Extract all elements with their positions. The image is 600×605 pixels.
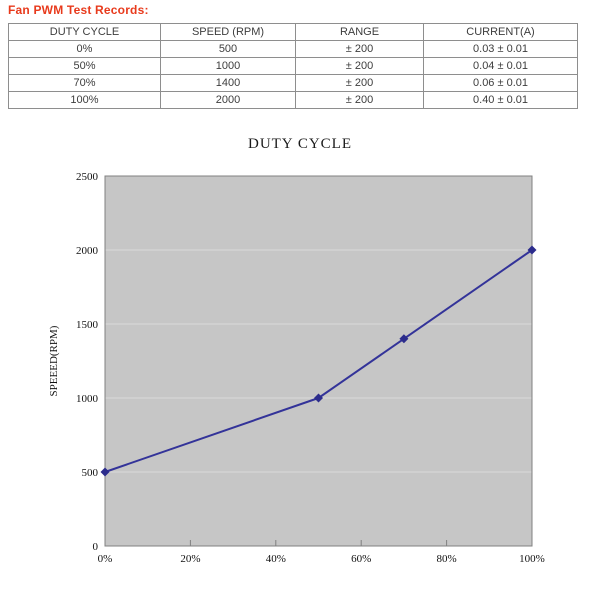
y-axis-label: SPEEED(RPM) (48, 325, 60, 396)
column-header-speed: SPEED (RPM) (160, 23, 296, 41)
data-point-marker (314, 393, 323, 403)
table-header-row: DUTY CYCLE SPEED (RPM) RANGE CURRENT(A) (8, 23, 578, 41)
table-cell: ± 200 (295, 40, 424, 58)
series-line (104, 249, 533, 473)
table-cell: 50% (8, 57, 161, 75)
y-tick-label: 2500 (76, 171, 99, 183)
data-point-marker (527, 245, 537, 255)
data-point-marker (100, 467, 110, 477)
table-row: 70% 1400 ± 200 0.06 ± 0.01 (8, 74, 578, 92)
column-header-duty-cycle: DUTY CYCLE (8, 23, 161, 41)
table-cell: 2000 (160, 91, 296, 109)
table-cell: 500 (160, 40, 296, 58)
table-cell: 70% (8, 74, 161, 92)
records-table: DUTY CYCLE SPEED (RPM) RANGE CURRENT(A) … (8, 23, 578, 109)
table-cell: ± 200 (295, 74, 424, 92)
table-cell: ± 200 (295, 91, 424, 109)
y-tick-label: 2000 (76, 245, 99, 257)
x-tick-label: 20% (180, 553, 200, 565)
y-tick-label: 1000 (76, 393, 99, 405)
table-cell: 0.40 ± 0.01 (423, 91, 578, 109)
table-cell: 0.04 ± 0.01 (423, 57, 578, 75)
x-tick-label: 60% (351, 553, 371, 565)
table-cell: 1400 (160, 74, 296, 92)
plot-area (105, 176, 532, 546)
x-tick-label: 80% (437, 553, 457, 565)
table-cell: 0.06 ± 0.01 (423, 74, 578, 92)
x-tick-label: 40% (266, 553, 286, 565)
table-cell: 100% (8, 91, 161, 109)
plot-frame (104, 175, 533, 547)
table-cell: 1000 (160, 57, 296, 75)
table-row: 100% 2000 ± 200 0.40 ± 0.01 (8, 91, 578, 109)
column-header-current: CURRENT(A) (423, 23, 578, 41)
chart-canvas: 0% 20% 40% 60% 80% 100% 0 500 1000 1500 2000 2500 DU… (48, 136, 545, 565)
data-point-marker (399, 334, 409, 344)
column-header-range: RANGE (295, 23, 424, 41)
table-cell: 0% (8, 40, 161, 58)
table-cell: ± 200 (295, 57, 424, 75)
y-tick-label: 500 (82, 467, 99, 479)
table-row: 0% 500 ± 200 0.03 ± 0.01 (8, 40, 578, 58)
page-title: Fan PWM Test Records: (8, 3, 149, 17)
chart-title: DUTY CYCLE (248, 136, 352, 152)
x-tick-label: 100% (519, 553, 545, 565)
table-row: 50% 1000 ± 200 0.04 ± 0.01 (8, 57, 578, 75)
x-tick-label: 0% (98, 553, 113, 565)
y-tick-label: 0 (93, 541, 99, 553)
table-cell: 0.03 ± 0.01 (423, 40, 578, 58)
duty-cycle-chart: 0% 20% 40% 60% 80% 100% 0 500 1000 1500 2000 2500 DU… (0, 125, 600, 600)
y-tick-label: 1500 (76, 319, 99, 331)
